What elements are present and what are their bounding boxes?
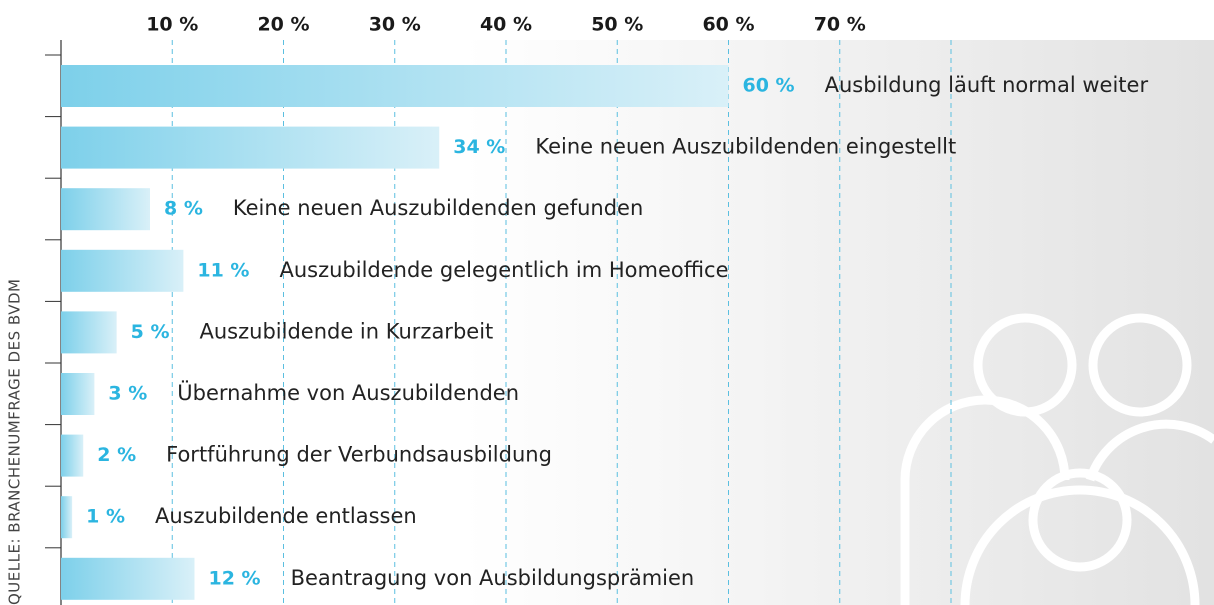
- people-icon: [900, 313, 1214, 605]
- category-label: Keine neuen Auszubildenden gefunden: [233, 196, 643, 220]
- value-label: 3 %: [108, 383, 147, 405]
- x-tick-label: 60 %: [702, 14, 754, 36]
- bar: [61, 126, 440, 169]
- value-label: 2 %: [97, 444, 136, 466]
- bar: [61, 65, 729, 107]
- category-label: Fortführung der Verbundsausbildung: [166, 443, 552, 467]
- bar: [61, 249, 184, 292]
- value-label: 11 %: [197, 259, 249, 281]
- bar: [61, 434, 84, 477]
- value-label: 1 %: [86, 506, 125, 528]
- category-label: Auszubildende entlassen: [155, 504, 417, 528]
- category-label: Ausbildung läuft normal weiter: [825, 73, 1149, 97]
- value-label: 60 %: [743, 75, 795, 97]
- category-label: Keine neuen Auszubildenden eingestellt: [535, 135, 956, 159]
- x-tick-label: 30 %: [369, 14, 421, 36]
- x-tick-label: 70 %: [814, 14, 866, 36]
- value-label: 8 %: [164, 198, 203, 220]
- bar: [61, 496, 73, 539]
- bar: [61, 188, 150, 231]
- category-label: Beantragung von Ausbildungsprämien: [291, 566, 695, 590]
- value-label: 34 %: [453, 136, 505, 158]
- x-tick-label: 50 %: [591, 14, 643, 36]
- bar: [61, 557, 195, 600]
- category-label: Auszubildende in Kurzarbeit: [200, 319, 494, 343]
- value-label: 5 %: [131, 321, 170, 343]
- x-tick-label: 20 %: [257, 14, 309, 36]
- category-label: Auszubildende gelegentlich im Homeoffice: [279, 258, 728, 282]
- bar: [61, 311, 117, 354]
- x-tick-label: 10 %: [146, 14, 198, 36]
- value-label: 12 %: [209, 567, 261, 589]
- source: QUELLE: BRANCHENUMFRAGE DES BVDM: [6, 279, 24, 605]
- category-label: Übernahme von Auszubildenden: [177, 380, 519, 405]
- bar: [61, 373, 95, 415]
- x-tick-label: 40 %: [480, 14, 532, 36]
